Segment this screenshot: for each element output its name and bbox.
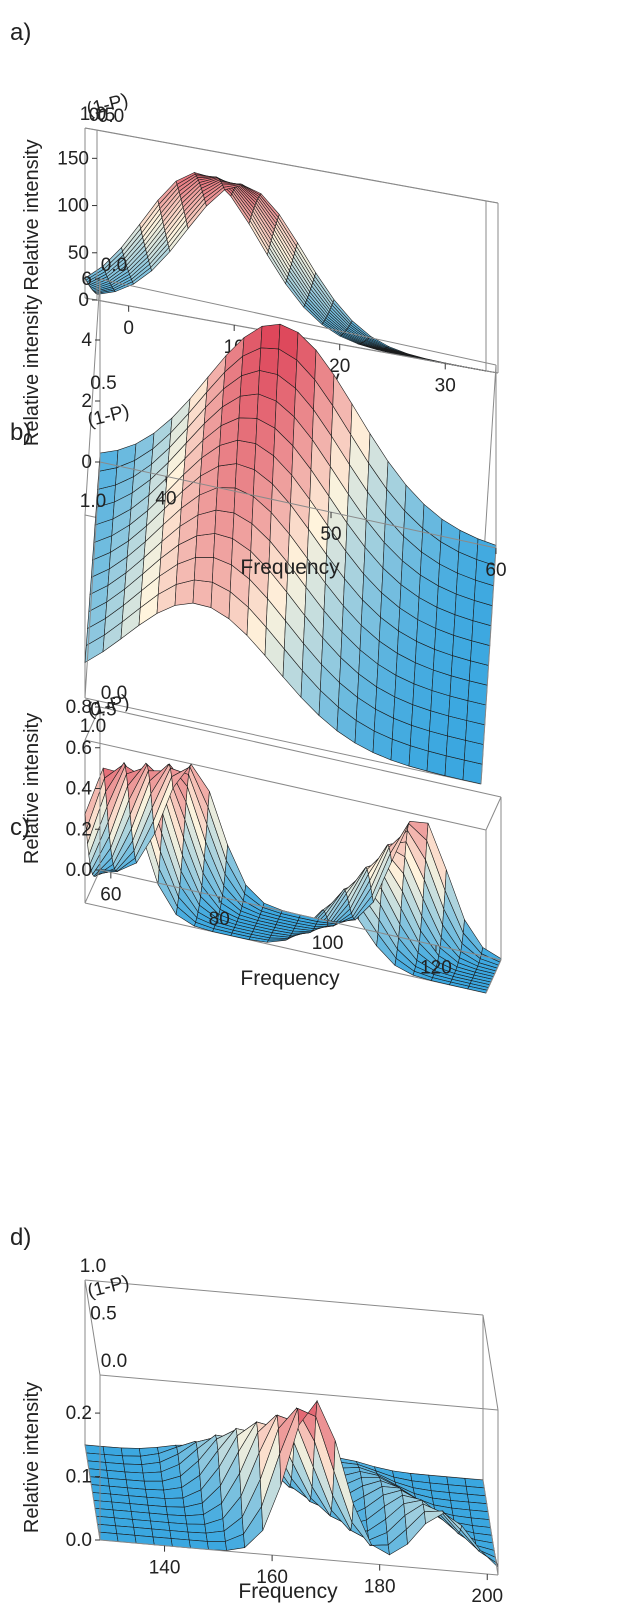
intensity-tick-label: 6: [81, 269, 92, 290]
panel-label: b): [10, 419, 31, 446]
intensity-axis-label: Relative intensity: [21, 295, 43, 446]
intensity-tick-label: 150: [57, 148, 89, 169]
depth-tick-label: 0.5: [90, 700, 116, 721]
frequency-tick-label: 60: [485, 560, 506, 581]
intensity-tick-label: 0.8: [66, 697, 92, 718]
frequency-tick-label: 140: [149, 1558, 181, 1579]
frequency-ticks: 40 50 60: [155, 476, 507, 581]
surface-cell: [215, 487, 236, 514]
surface-cell: [368, 1544, 390, 1556]
surface-mesh: [84, 1399, 499, 1569]
frequency-tick-label: 100: [312, 933, 344, 954]
surface-cell: [122, 1455, 143, 1465]
surface-cell: [120, 1447, 141, 1457]
surface-cell: [259, 347, 280, 375]
intensity-tick-label: 50: [68, 243, 89, 264]
chart-panel-1: 01020300501001500.00.51.0a)(1-P)Relative…: [10, 19, 499, 396]
surface-cell: [193, 557, 214, 583]
depth-tick-label: 0.5: [89, 105, 115, 126]
depth-tick-label: 0.0: [98, 106, 124, 127]
depth-tick-label: 0.0: [101, 683, 127, 704]
intensity-tick-label: 0.2: [66, 819, 92, 840]
surface-cell: [192, 579, 213, 608]
intensity-axis-label: Relative intensity: [21, 713, 43, 864]
surface-cell: [205, 1530, 226, 1542]
frequency-tick-label: 20: [329, 356, 350, 377]
depth-tick-label: 1.0: [80, 1256, 106, 1277]
frequency-tick-label: 80: [209, 909, 230, 930]
bounding-box-front: [84, 1374, 499, 1576]
surface-cell: [260, 323, 281, 350]
surface-cell: [216, 463, 237, 489]
panel-label: a): [10, 19, 31, 46]
intensity-ticks: 0.0 0.1 0.2: [66, 1403, 100, 1551]
surface-cell: [237, 417, 258, 444]
intensity-tick-label: 0.1: [66, 1467, 92, 1488]
intensity-tick-label: 0.4: [66, 779, 93, 800]
depth-ticks: 0.0 0.5 1.0: [80, 255, 127, 512]
panel-label: d): [10, 1224, 31, 1251]
frequency-tick-label: 180: [364, 1577, 396, 1598]
intensity-ticks: 0 50 100 150: [57, 148, 97, 311]
intensity-tick-label: 0.6: [66, 738, 92, 759]
chart-panel-3: 60801001200.00.20.40.60.80.00.51.0c)(1-P…: [10, 683, 502, 994]
depth-tick-label: 0.0: [101, 1351, 127, 1372]
depth-tick-label: 1.0: [80, 104, 106, 125]
chart-panel-4: 140 160 180 2000.00.10.20.00.51.0d)(1-P)Rel…: [10, 1224, 503, 1605]
surface-mesh: [84, 761, 502, 994]
frequency-axis-label: Frequency: [240, 556, 340, 579]
frequency-axis-label: Frequency: [238, 1580, 338, 1603]
depth-ticks: 0.0 0.5 1.0: [80, 1256, 127, 1372]
intensity-tick-label: 0.2: [66, 1403, 92, 1424]
surface-cell: [238, 393, 259, 419]
depth-tick-label: 0.5: [90, 1304, 116, 1325]
depth-tick-label: 0.0: [101, 255, 127, 276]
bounding-box-front: [84, 706, 502, 994]
surface-cell: [186, 1523, 207, 1534]
intensity-tick-label: 4: [81, 330, 92, 351]
frequency-tick-label: 30: [435, 375, 456, 396]
depth-ticks: 0.00.51.0: [80, 104, 124, 127]
intensity-tick-label: 0: [81, 452, 92, 473]
frequency-axis-label: Frequency: [240, 967, 340, 990]
surface-cell: [142, 1471, 163, 1482]
surface-cell: [195, 533, 216, 558]
surface-cell: [164, 1497, 185, 1508]
intensity-ticks: 0 2 4 6: [81, 269, 100, 473]
intensity-tick-label: 0.0: [66, 1530, 92, 1551]
depth-axis-label: (1-P): [85, 691, 131, 722]
surface-cell: [185, 1514, 206, 1525]
intensity-tick-label: 100: [57, 196, 89, 217]
surface-cell: [206, 1541, 227, 1551]
frequency-tick-label: 0: [123, 318, 134, 339]
surface-cell: [165, 1506, 186, 1517]
intensity-ticks: 0.0 0.2 0.4 0.6 0.8: [66, 697, 100, 881]
frequency-ticks: 140 160 180 200: [149, 1545, 503, 1605]
surface-cell: [98, 449, 119, 472]
frequency-ticks: 60 80 100 120: [100, 872, 452, 978]
surface-cell: [214, 509, 235, 539]
depth-ticks: 0.00.51.0: [80, 683, 127, 737]
surface-mesh: [84, 323, 497, 785]
intensity-axis-label: Relative intensity: [21, 139, 43, 290]
depth-tick-label: 0.5: [90, 373, 116, 394]
surface-cell: [123, 1463, 144, 1474]
intensity-tick-label: 2: [81, 391, 92, 412]
intensity-tick-label: 0: [78, 290, 89, 311]
frequency-tick-label: 120: [420, 957, 452, 978]
frequency-tick-label: 60: [100, 884, 121, 905]
panel-label: c): [10, 814, 30, 841]
intensity-axis-label: Relative intensity: [21, 1382, 43, 1533]
frequency-tick-label: 160: [256, 1567, 288, 1588]
surface-cell: [478, 1549, 499, 1569]
frequency-tick-label: 200: [471, 1586, 503, 1605]
frequency-tick-label: 40: [155, 488, 176, 509]
depth-tick-label: 1.0: [80, 491, 106, 512]
surface-cell: [143, 1480, 164, 1491]
intensity-tick-label: 0.0: [66, 860, 92, 881]
frequency-tick-label: 50: [320, 524, 341, 545]
depth-tick-label: 1.0: [80, 716, 106, 737]
